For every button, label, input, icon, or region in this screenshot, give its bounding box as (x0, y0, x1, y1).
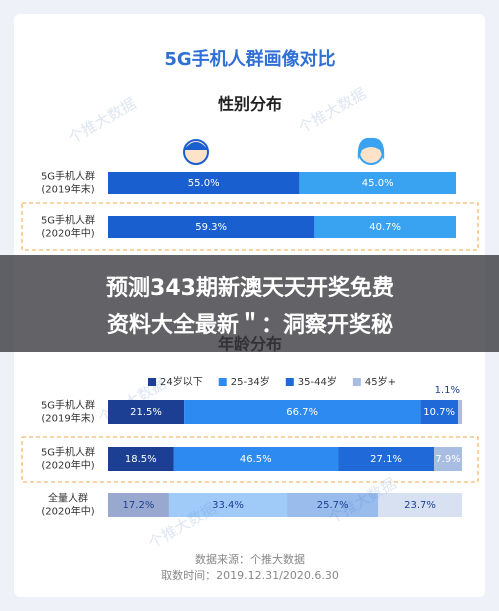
value-label: 7.9% (435, 454, 460, 465)
legend-swatch (218, 378, 227, 386)
value-label: 10.7% (423, 407, 455, 418)
banner-line: 预测343期新澳天天开奖免费 (106, 275, 394, 301)
female-icon (357, 137, 385, 165)
legend-label: 35-44岁 (298, 375, 337, 388)
category-label: 5G手机人群 (41, 170, 95, 183)
category-label: (2020年中) (41, 459, 94, 472)
bar-segment (338, 447, 435, 471)
legend-swatch (148, 378, 156, 386)
category-label: 全量人群 (48, 492, 88, 505)
male-icon (183, 139, 209, 165)
bar-segment (108, 493, 169, 517)
bar-segment (420, 400, 459, 424)
bar-segment (108, 447, 174, 471)
category-label: (2019年末) (41, 183, 94, 196)
value-label: 17.2% (123, 500, 155, 511)
bar-segment (173, 447, 339, 471)
value-label: 21.5% (130, 407, 162, 418)
bar-segment (108, 216, 315, 238)
value-label: 33.4% (212, 500, 244, 511)
value-label: 55.0% (188, 178, 220, 189)
legend-label: 24岁以下 (160, 375, 203, 388)
footer-time: 取数时间：2019.12.31/2020.6.30 (161, 569, 339, 582)
category-label: 5G手机人群 (41, 214, 95, 227)
highlight-box (21, 436, 479, 483)
category-label: (2020年中) (41, 227, 94, 240)
legend-swatch (352, 378, 361, 386)
legend-swatch (285, 378, 294, 386)
legend-label: 45岁+ (365, 375, 396, 388)
banner: 预测343期新澳天天开奖免费 资料大全最新＂：洞察开奖秘 (0, 255, 499, 352)
highlight-box (21, 202, 479, 251)
bar-segment (168, 493, 288, 517)
category-label: 5G手机人群 (41, 446, 95, 459)
bar-segment (458, 400, 462, 424)
value-label: 25.7% (317, 500, 349, 511)
value-label: 59.3% (195, 222, 227, 233)
footer-source: 数据来源：个推大数据 (195, 552, 305, 566)
value-label: 1.1% (435, 385, 460, 396)
value-label: 45.0% (362, 178, 394, 189)
bar-segment (184, 400, 421, 424)
value-label: 23.7% (404, 500, 436, 511)
value-label: 27.1% (370, 454, 402, 465)
banner-line: 资料大全最新＂：洞察开奖秘 (107, 312, 393, 338)
bar-segment (299, 172, 456, 194)
bar-segment (108, 400, 185, 424)
value-label: 66.7% (286, 407, 318, 418)
banner-bg (0, 255, 499, 352)
page-title: 5G手机人群画像对比 (164, 48, 335, 70)
category-label: 5G手机人群 (41, 399, 95, 412)
bar-segment (314, 216, 456, 238)
bar-segment (108, 172, 300, 194)
bar-segment (434, 447, 462, 471)
value-label: 40.7% (369, 222, 401, 233)
category-label: (2019年末) (41, 412, 94, 425)
value-label: 18.5% (125, 454, 157, 465)
value-label: 46.5% (240, 454, 272, 465)
bar-segment (378, 493, 462, 517)
chart-title: 性别分布 (218, 95, 282, 114)
legend-label: 25-34岁 (231, 375, 270, 388)
category-label: (2020年中) (41, 505, 94, 518)
bar-segment (287, 493, 379, 517)
